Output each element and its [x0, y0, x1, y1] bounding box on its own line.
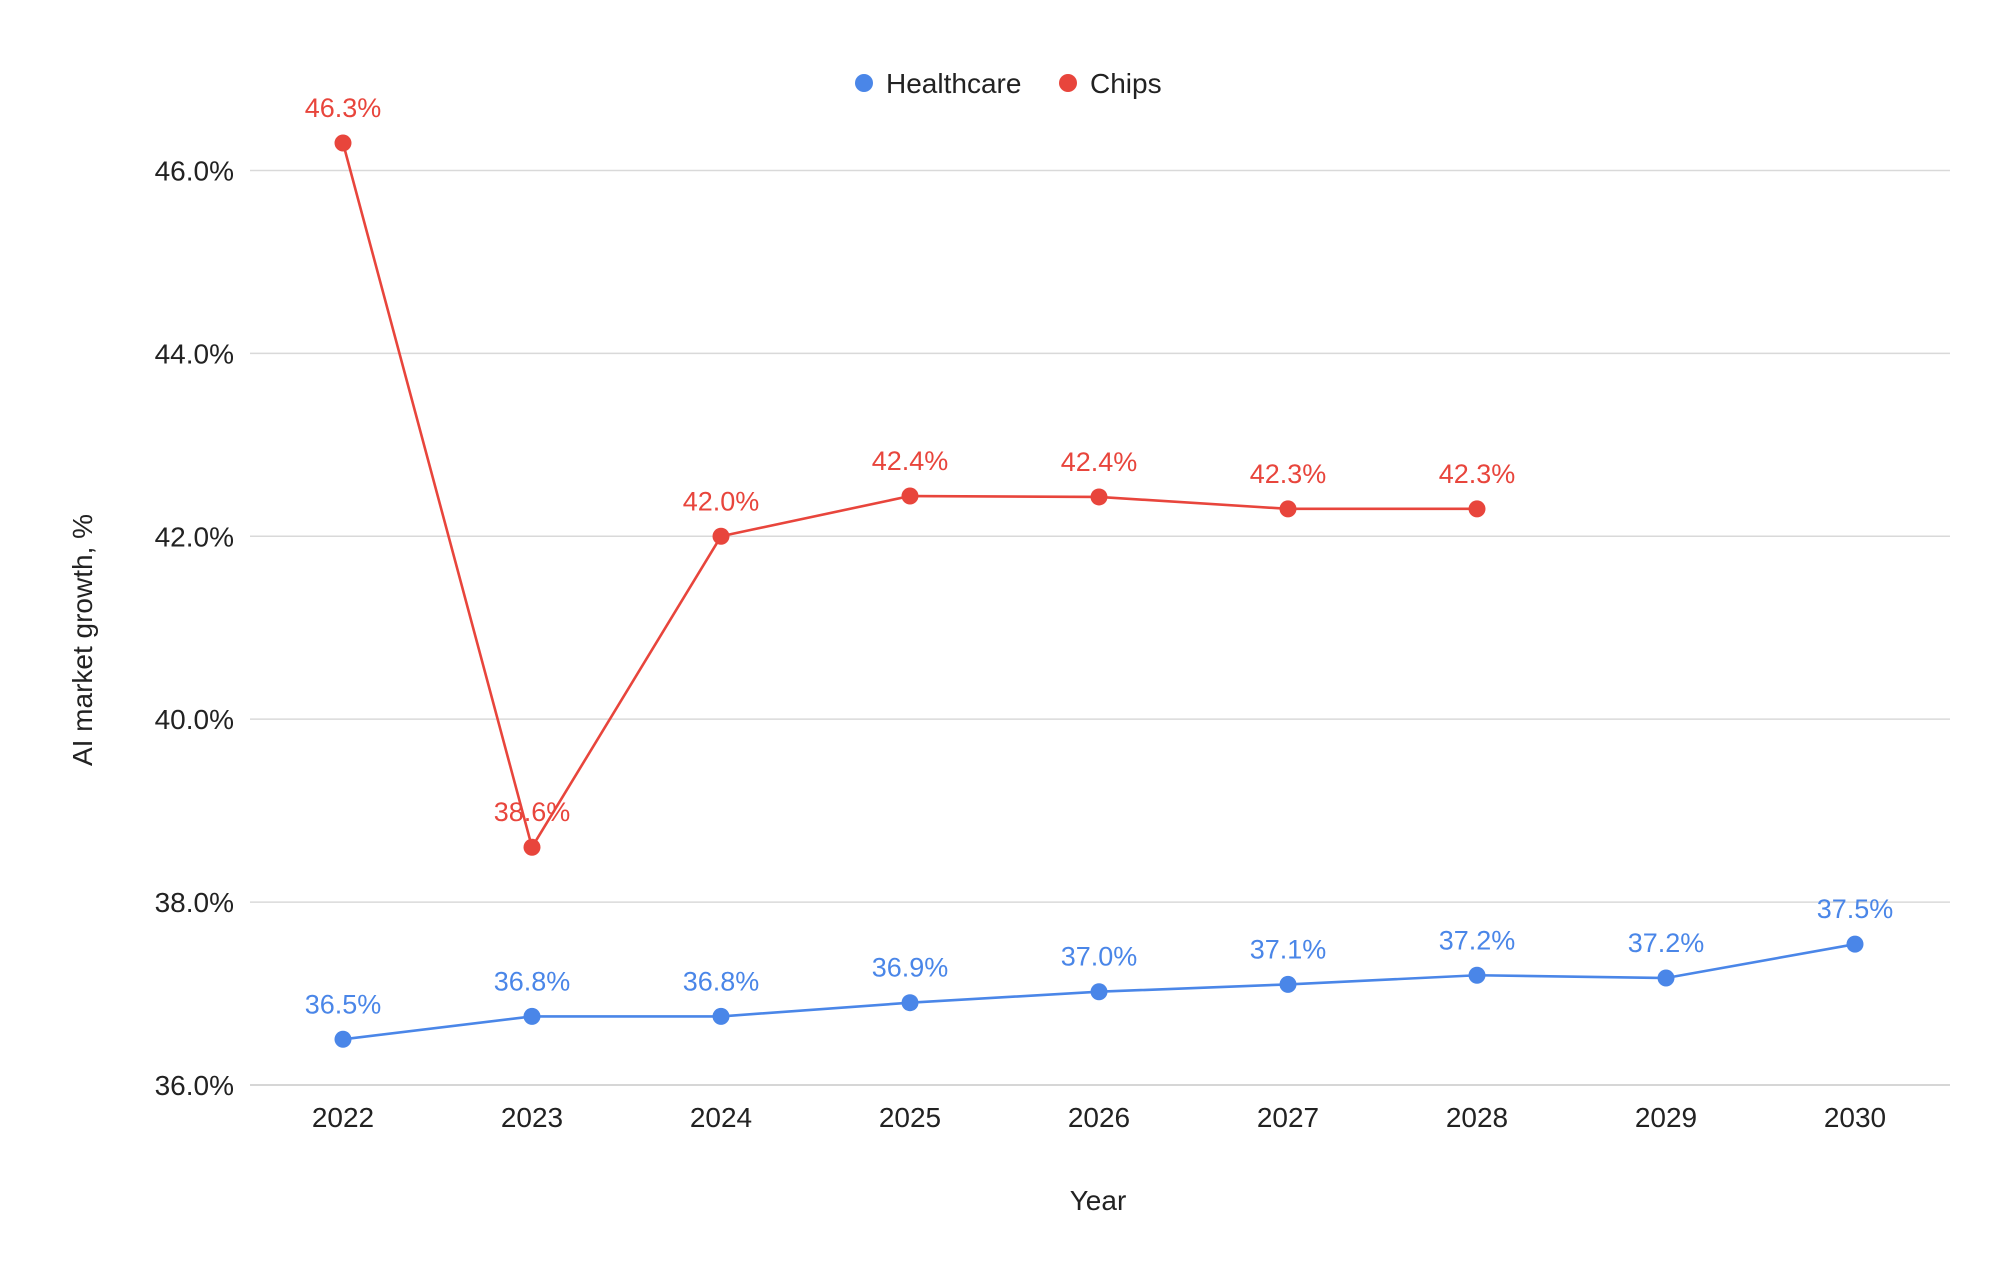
y-tick-label: 38.0%: [155, 887, 234, 918]
chips-point: [523, 838, 541, 856]
healthcare-data-label: 37.2%: [1628, 928, 1705, 958]
y-tick-label: 46.0%: [155, 155, 234, 186]
x-axis-ticks: 2022 2023 2024 2025 2026 2027 2028 2029 2030: [312, 1102, 1886, 1133]
healthcare-point: [712, 1007, 730, 1025]
chips-data-label: 42.3%: [1439, 459, 1516, 489]
y-tick-label: 42.0%: [155, 521, 234, 552]
y-tick-label: 44.0%: [155, 338, 234, 369]
chips-data-label: 42.4%: [1061, 447, 1138, 477]
healthcare-data-label: 36.8%: [494, 966, 571, 996]
healthcare-data-label: 36.9%: [872, 953, 949, 983]
healthcare-point: [523, 1007, 541, 1025]
y-tick-label: 36.0%: [155, 1070, 234, 1101]
legend-marker-chips: [1059, 74, 1077, 92]
x-tick-label: 2028: [1446, 1102, 1508, 1133]
chips-point: [334, 134, 352, 152]
healthcare-data-label: 37.2%: [1439, 925, 1516, 955]
chips-point: [1468, 500, 1486, 518]
x-tick-label: 2027: [1257, 1102, 1319, 1133]
y-tick-label: 40.0%: [155, 704, 234, 735]
legend-label-chips: Chips: [1090, 68, 1162, 99]
x-tick-label: 2024: [690, 1102, 752, 1133]
chips-point: [1090, 488, 1108, 506]
x-tick-label: 2030: [1824, 1102, 1886, 1133]
healthcare-point: [1657, 969, 1675, 987]
x-tick-label: 2025: [879, 1102, 941, 1133]
gridlines: [250, 169, 1950, 1086]
healthcare-point: [1090, 983, 1108, 1001]
chips-data-label: 42.3%: [1250, 459, 1327, 489]
legend-label-healthcare: Healthcare: [886, 68, 1021, 99]
chips-data-label: 46.3%: [305, 93, 382, 123]
data-labels: 36.5% 36.8% 36.8% 36.9% 37.0% 37.1% 37.2% 37.2%…: [305, 93, 1894, 1019]
chips-data-label: 38.6%: [494, 797, 571, 827]
healthcare-data-label: 37.5%: [1817, 894, 1894, 924]
healthcare-point: [1846, 935, 1864, 953]
healthcare-point: [1279, 975, 1297, 993]
chips-point: [712, 527, 730, 545]
y-axis-title: AI market growth, %: [67, 514, 98, 766]
legend-marker-healthcare: [855, 74, 873, 92]
healthcare-point: [1468, 966, 1486, 984]
y-axis-ticks: 36.0% 38.0% 40.0% 42.0% 44.0% 46.0%: [155, 155, 234, 1101]
x-tick-label: 2022: [312, 1102, 374, 1133]
x-tick-label: 2029: [1635, 1102, 1697, 1133]
healthcare-data-label: 37.1%: [1250, 934, 1327, 964]
chips-point: [901, 487, 919, 505]
healthcare-point: [334, 1030, 352, 1048]
x-axis-title: Year: [1070, 1185, 1127, 1216]
healthcare-point: [901, 994, 919, 1012]
healthcare-data-label: 36.8%: [683, 966, 760, 996]
chips-data-label: 42.4%: [872, 446, 949, 476]
healthcare-data-label: 36.5%: [305, 989, 382, 1019]
healthcare-data-label: 37.0%: [1061, 942, 1138, 972]
x-tick-label: 2026: [1068, 1102, 1130, 1133]
chips-point: [1279, 500, 1297, 518]
x-tick-label: 2023: [501, 1102, 563, 1133]
series-lines: [334, 134, 1864, 1048]
chips-data-label: 42.0%: [683, 486, 760, 516]
legend: Healthcare Chips: [855, 68, 1162, 99]
